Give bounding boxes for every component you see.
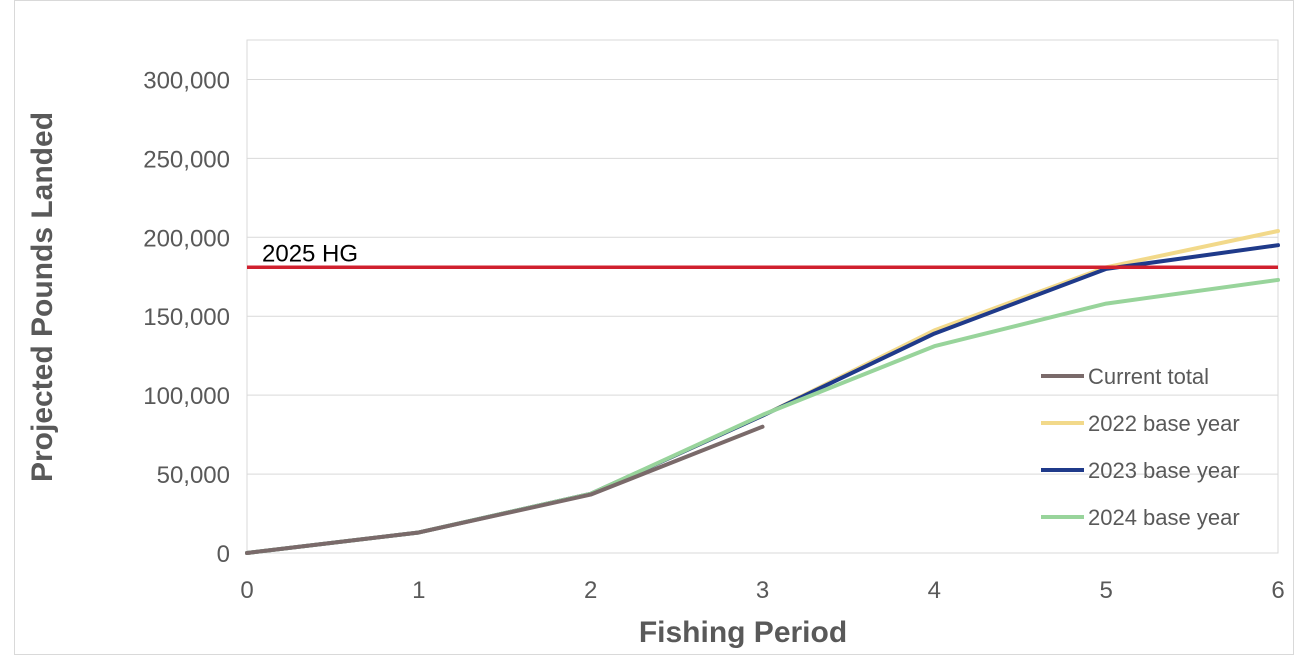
y-tick-label: 200,000 xyxy=(143,225,230,252)
x-tick-labels: 0 1 2 3 4 5 6 xyxy=(240,577,1284,604)
gridlines xyxy=(247,78,1278,475)
y-tick-label: 50,000 xyxy=(157,462,230,489)
x-axis-title: Fishing Period xyxy=(639,616,847,649)
reference-line: 2025 HG xyxy=(247,240,1278,270)
x-tick-label: 4 xyxy=(928,577,941,604)
plot-area-border xyxy=(246,39,1279,554)
y-tick-label: 250,000 xyxy=(143,146,230,173)
x-tick-label: 3 xyxy=(756,577,769,604)
series-line-current-total xyxy=(245,424,765,555)
legend-label: 2022 base year xyxy=(1088,411,1240,436)
x-tick-label: 1 xyxy=(412,577,425,604)
y-tick-labels: 0 50,000 100,000 150,000 200,000 250,000 300,0… xyxy=(143,67,230,568)
chart-frame xyxy=(14,0,1294,655)
plot-area xyxy=(246,39,1279,554)
y-tick-label: 300,000 xyxy=(143,67,230,94)
legend-label: 2023 base year xyxy=(1088,458,1240,483)
y-tick-label: 150,000 xyxy=(143,304,230,331)
x-tick-label: 6 xyxy=(1271,577,1284,604)
legend-label: 2024 base year xyxy=(1088,505,1240,530)
x-tick-label: 0 xyxy=(240,577,253,604)
legend: Current total 2022 base year 2023 base yea… xyxy=(1041,364,1240,530)
y-axis-title: Projected Pounds Landed xyxy=(26,112,59,482)
hg-reference-label: 2025 HG xyxy=(262,240,358,267)
x-tick-label: 2 xyxy=(584,577,597,604)
y-tick-label: 0 xyxy=(217,541,230,568)
legend-label: Current total xyxy=(1088,364,1209,389)
x-tick-label: 5 xyxy=(1099,577,1112,604)
y-tick-label: 100,000 xyxy=(143,383,230,410)
